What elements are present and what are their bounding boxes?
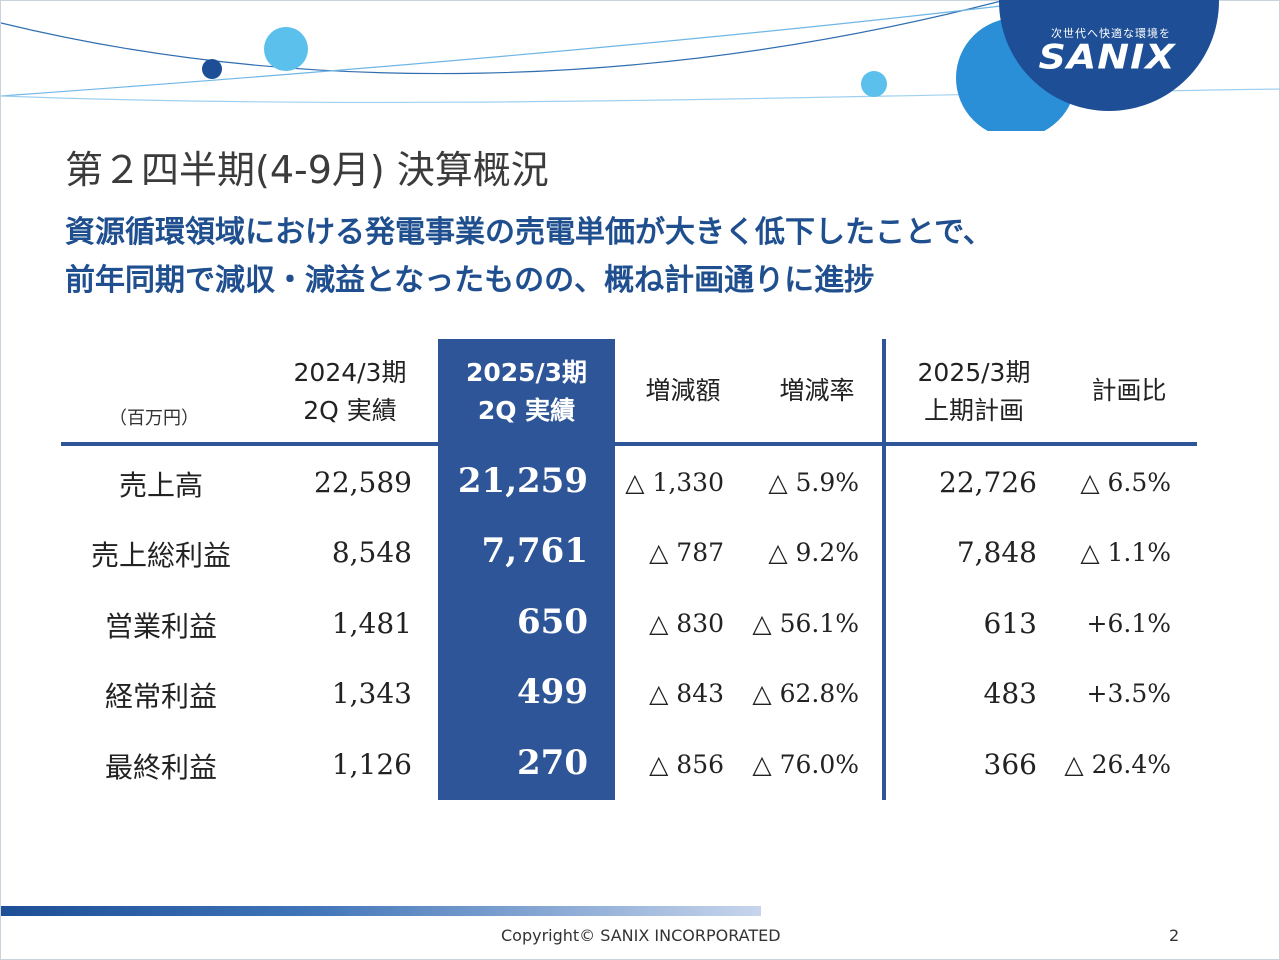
col-header-prev-2q: 2024/3期 2Q 実績: [293, 358, 407, 425]
row-label: 経常利益: [104, 680, 217, 713]
cell-current: 650: [517, 602, 588, 642]
unit-label: （百万円）: [109, 408, 199, 429]
cell-rate: △ 5.9%: [768, 468, 859, 497]
bubble-dark: [202, 59, 222, 79]
cell-prev: 1,343: [331, 677, 412, 710]
cell-current: 499: [517, 672, 588, 712]
bubble-large: [264, 27, 308, 71]
headline: 資源循環領域における発電事業の売電単価が大きく低下したことで、 前年同期で減収・…: [65, 209, 1225, 305]
highlight-column-bg: [438, 339, 615, 800]
headline-line-1: 資源循環領域における発電事業の売電単価が大きく低下したことで、: [65, 215, 993, 250]
cell-rate: △ 9.2%: [768, 538, 859, 567]
col-header-plan-ratio: 計画比: [1091, 376, 1167, 405]
cell-plan: 613: [983, 607, 1037, 640]
col-header-change-amount: 増減額: [645, 376, 721, 405]
cell-current: 270: [517, 743, 588, 783]
col-header-change-rate: 増減率: [779, 376, 855, 405]
cell-rate: △ 76.0%: [752, 750, 859, 779]
cell-plan: 366: [983, 748, 1037, 781]
cell-change: △ 843: [649, 679, 724, 708]
cell-current: 7,761: [481, 531, 588, 571]
plan-divider: [882, 339, 886, 800]
cell-plan: 7,848: [956, 536, 1037, 569]
cell-plan-ratio: △ 26.4%: [1064, 750, 1171, 779]
cell-rate: △ 56.1%: [752, 609, 859, 638]
cell-prev: 1,481: [331, 607, 412, 640]
cell-plan-ratio: +6.1%: [1086, 609, 1171, 638]
row-label: 売上総利益: [90, 539, 231, 572]
cell-plan-ratio: △ 6.5%: [1080, 468, 1171, 497]
logo-tagline: 次世代へ快適な環境を: [1051, 27, 1171, 40]
cell-current: 21,259: [457, 461, 588, 501]
header-rule: [61, 442, 1197, 446]
cell-change: △ 1,330: [625, 468, 724, 497]
cell-change: △ 856: [649, 750, 724, 779]
cell-prev: 1,126: [331, 748, 412, 781]
page-number: 2: [1169, 926, 1180, 945]
row-label: 営業利益: [104, 610, 217, 643]
cell-plan: 22,726: [939, 466, 1037, 499]
cell-prev: 22,589: [314, 466, 412, 499]
sanix-logo: SANIX: [1038, 37, 1176, 77]
cell-change: △ 830: [649, 609, 724, 638]
cell-rate: △ 62.8%: [752, 679, 859, 708]
cell-plan-ratio: +3.5%: [1086, 679, 1171, 708]
copyright: Copyright© SANIX INCORPORATED: [501, 926, 781, 945]
col-header-current-2q: 2025/3期 2Q 実績: [465, 358, 588, 425]
cell-prev: 8,548: [331, 536, 412, 569]
footer-bar: [1, 906, 761, 916]
row-label: 最終利益: [104, 751, 217, 784]
col-header-plan: 2025/3期 上期計画: [917, 358, 1031, 425]
cell-plan: 483: [983, 677, 1037, 710]
row-label: 売上高: [118, 469, 203, 502]
headline-line-2: 前年同期で減収・減益となったものの、概ね計画通りに進捗: [65, 263, 875, 298]
cell-plan-ratio: △ 1.1%: [1080, 538, 1171, 567]
page-title: 第２四半期(4-9月) 決算概況: [65, 148, 549, 192]
bubble-small: [861, 71, 887, 97]
cell-change: △ 787: [649, 538, 724, 567]
